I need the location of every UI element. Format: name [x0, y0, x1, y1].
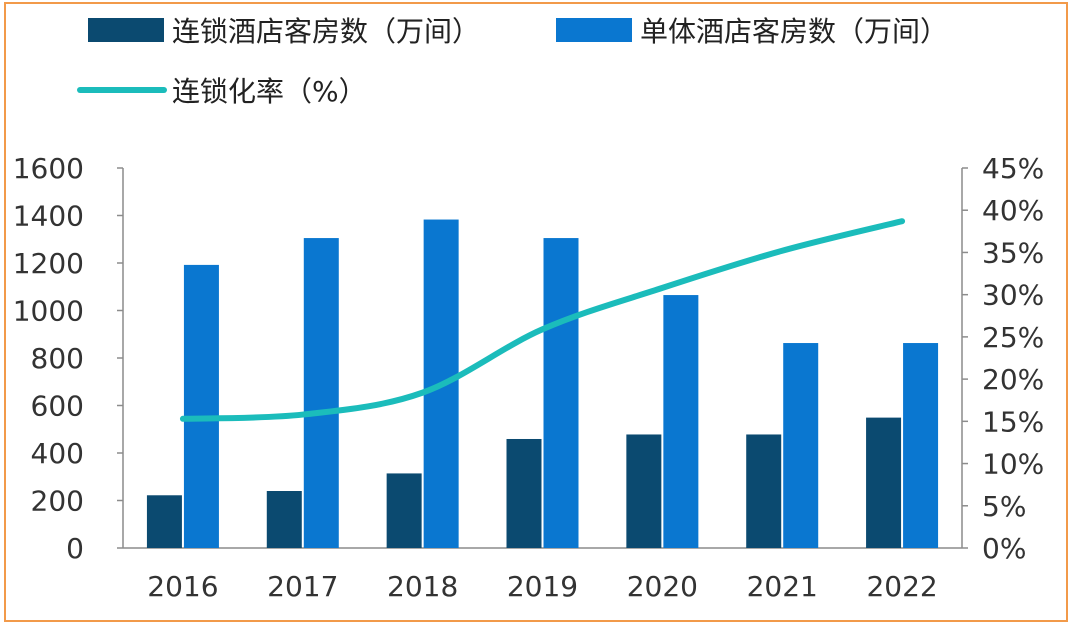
bar-single-rooms [663, 295, 699, 548]
legend-label-chain-rate: 连锁化率（%） [172, 75, 367, 108]
bar-chain-rooms [866, 417, 902, 548]
legend-swatch-chain-rooms [88, 18, 164, 42]
bar-single-rooms [903, 343, 939, 548]
left-tick-label: 800 [31, 342, 84, 375]
x-tick-label: 2019 [507, 570, 578, 603]
rate-line [179, 218, 906, 422]
right-tick-label: 40% [982, 194, 1044, 227]
chain-rate-point [542, 328, 543, 330]
right-tick-label: 30% [982, 279, 1044, 312]
bar-single-rooms [183, 264, 219, 548]
bar-single-rooms [783, 343, 819, 548]
bar-chain-rooms [746, 434, 782, 548]
x-tick-label: 2022 [866, 570, 937, 603]
x-tick-label: 2017 [267, 570, 338, 603]
chain-rate-point [781, 250, 783, 252]
bar-chain-rooms [266, 491, 302, 548]
right-tick-label: 0% [982, 532, 1026, 565]
right-tick-label: 15% [982, 405, 1044, 438]
chain-rate-point [302, 414, 304, 416]
x-tick-label: 2016 [147, 570, 218, 603]
legend: 连锁酒店客房数（万间） 单体酒店客房数（万间） 连锁化率（%） [77, 15, 948, 108]
left-tick-label: 600 [31, 390, 84, 423]
right-tick-label: 45% [982, 152, 1044, 185]
right-tick-label: 25% [982, 321, 1044, 354]
bars [146, 219, 939, 548]
left-tick-label: 1600 [13, 152, 84, 185]
x-tick-label: 2020 [627, 570, 698, 603]
legend-label-chain-rooms: 连锁酒店客房数（万间） [172, 15, 480, 48]
right-tick-label: 20% [982, 363, 1044, 396]
left-tick-label: 0 [66, 532, 84, 565]
x-tick-label: 2021 [747, 570, 818, 603]
right-tick-label: 5% [982, 490, 1026, 523]
bar-single-rooms [543, 238, 579, 548]
legend-swatch-single-rooms [556, 18, 632, 42]
right-tick-label: 35% [982, 236, 1044, 269]
bar-chain-rooms [146, 495, 182, 548]
bar-chain-rooms [626, 434, 662, 548]
left-tick-label: 1400 [13, 200, 84, 233]
chain-rate-point [422, 392, 424, 394]
left-tick-label: 400 [31, 437, 84, 470]
chain-rate-point [182, 418, 184, 420]
bar-chain-rooms [506, 438, 542, 548]
bar-chain-rooms [386, 473, 422, 548]
legend-label-single-rooms: 单体酒店客房数（万间） [640, 15, 948, 48]
left-tick-label: 200 [31, 485, 84, 518]
axes: 0 200 400 600 800 1000 1200 1400 1600 0% 5% 10% 15% 2… [13, 152, 1045, 603]
x-tick-label: 2018 [387, 570, 458, 603]
chain-rate-point [661, 287, 663, 289]
left-tick-label: 1000 [13, 295, 84, 328]
bar-single-rooms [303, 238, 339, 548]
left-tick-label: 1200 [13, 247, 84, 280]
right-tick-label: 10% [982, 448, 1044, 481]
chain-rate-point [901, 220, 903, 222]
